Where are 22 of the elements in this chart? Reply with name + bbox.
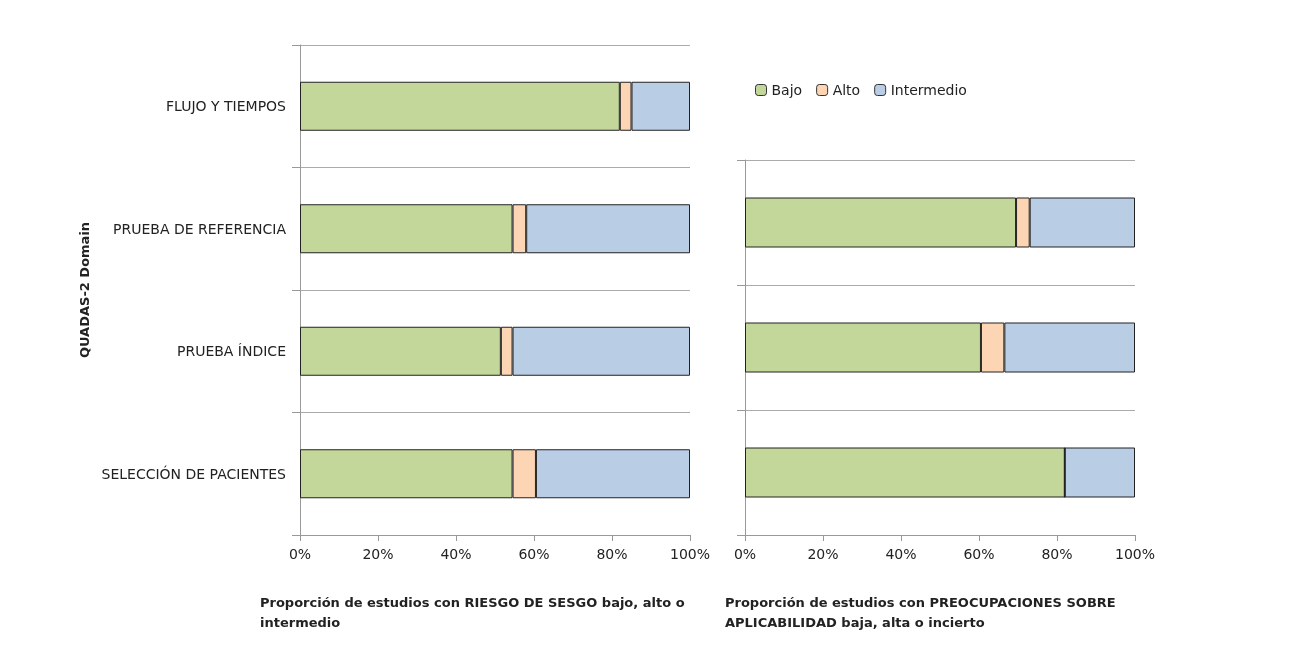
- y-tick-label: PRUEBA DE REFERENCIA: [113, 220, 287, 237]
- x-tick-label: 0%: [288, 546, 312, 562]
- y-tick-label: FLUJO Y TIEMPOS: [166, 98, 287, 115]
- x-tick-label: 100%: [669, 546, 711, 562]
- legend-label: Alto: [832, 82, 861, 98]
- x-tick-label: 60%: [963, 546, 995, 562]
- x-axis-title: Proporción de estudios con PREOCUPACIONES SOBRE APLICABILIDAD baja, alta o incierto: [725, 594, 1121, 630]
- x-tick-label: 80%: [1041, 546, 1073, 562]
- x-tick-label: 20%: [362, 546, 394, 562]
- x-tick-label: 80%: [596, 546, 628, 562]
- legend-label: Intermedio: [890, 82, 967, 98]
- y-tick-label: SELECCIÓN DE PACIENTES: [101, 464, 287, 482]
- x-axis-title: Proporción de estudios con RIESGO DE SESGO bajo, alto o intermedio: [260, 594, 690, 630]
- y-tick-label: PRUEBA ÍNDICE: [176, 343, 286, 360]
- x-tick-label: 40%: [440, 546, 472, 562]
- x-tick-label: 40%: [885, 546, 917, 562]
- x-tick-label: 0%: [733, 546, 757, 562]
- x-tick-label: 20%: [807, 546, 839, 562]
- y-axis-title: QUADAS-2 Domain: [76, 221, 92, 359]
- legend-label: Bajo: [771, 82, 803, 98]
- x-tick-label: 100%: [1114, 546, 1156, 562]
- x-tick-label: 60%: [518, 546, 550, 562]
